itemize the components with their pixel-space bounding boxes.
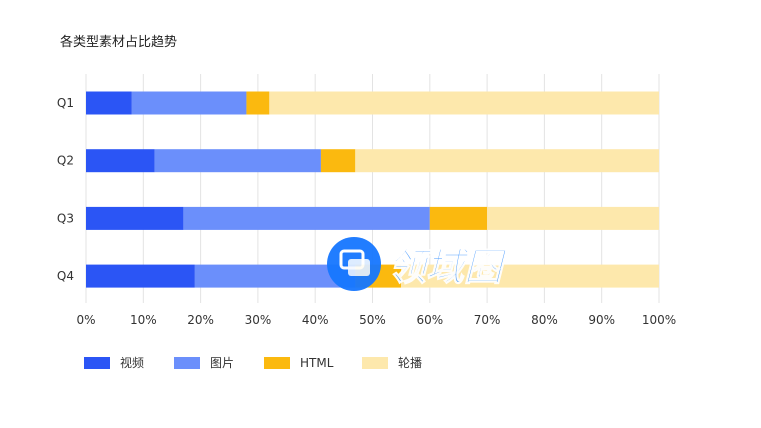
bar-segment: [154, 149, 321, 173]
bar-segment: [131, 91, 247, 115]
bar-segment: [487, 206, 659, 230]
bar-segment: [355, 149, 659, 173]
bar-segment: [194, 264, 356, 288]
legend-swatch: [84, 357, 110, 369]
bar-segment: [183, 206, 430, 230]
category-label: Q3: [57, 211, 74, 225]
x-tick-label: 0%: [76, 313, 95, 327]
watermark-text: 领域圈: [388, 245, 508, 289]
x-tick-label: 50%: [359, 313, 386, 327]
bar-segment: [246, 91, 270, 115]
category-label: Q4: [57, 269, 74, 283]
legend-label: 视频: [120, 355, 144, 370]
x-tick-label: 30%: [245, 313, 272, 327]
legend-swatch: [362, 357, 388, 369]
x-tick-label: 80%: [531, 313, 558, 327]
x-tick-label: 100%: [642, 313, 676, 327]
category-labels: Q1 Q2 Q3 Q4: [57, 96, 74, 283]
watermark-window-front-icon: [348, 259, 370, 276]
bar-segment: [86, 206, 184, 230]
legend-label: 轮播: [398, 356, 422, 370]
legend-label: HTML: [300, 356, 334, 370]
x-tick-label: 90%: [588, 313, 615, 327]
bars: [86, 91, 659, 288]
x-tick-label: 10%: [130, 313, 157, 327]
bar-segment: [86, 149, 155, 173]
category-label: Q2: [57, 154, 74, 168]
legend: 视频 图片 HTML 轮播: [84, 355, 422, 370]
bar-segment: [320, 149, 356, 173]
bar-segment: [86, 91, 132, 115]
x-tick-label: 70%: [474, 313, 501, 327]
x-tick-labels: 0% 10% 20% 30% 40% 50% 60% 70% 80% 90% 100%: [76, 313, 676, 327]
category-label: Q1: [57, 96, 74, 110]
bar-segment: [401, 264, 659, 288]
x-tick-label: 40%: [302, 313, 329, 327]
legend-swatch: [264, 357, 290, 369]
x-tick-label: 20%: [187, 313, 214, 327]
bar-segment: [86, 264, 195, 288]
bar-segment: [429, 206, 488, 230]
legend-swatch: [174, 357, 200, 369]
watermark-logo: 领域圈: [327, 237, 509, 291]
x-tick-label: 60%: [416, 313, 443, 327]
chart-title: 各类型素材占比趋势: [60, 34, 177, 50]
legend-label: 图片: [210, 356, 234, 370]
bar-segment: [269, 91, 659, 115]
